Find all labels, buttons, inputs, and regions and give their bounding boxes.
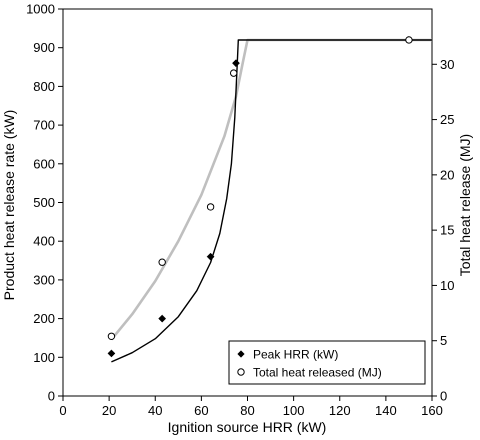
y-tick-label: 300	[33, 272, 55, 287]
legend-box	[228, 340, 426, 385]
plot-area: 0 20 40 60 80 100 120 140 1600100200300400500600…	[26, 2, 454, 419]
x-tick-label: 60	[194, 403, 208, 418]
y2-tick-label: 0	[440, 389, 447, 404]
y-tick-label: 1000	[26, 2, 55, 17]
y2-tick-label: 25	[440, 112, 454, 127]
y-tick-label: 900	[33, 40, 55, 55]
y2-tick-label: 5	[440, 333, 447, 348]
x-tick-label: 160	[421, 403, 443, 418]
y-tick-label: 100	[33, 350, 55, 365]
peak-hrr-point	[206, 252, 215, 261]
total-heat-fit-curve	[110, 38, 432, 341]
legend-peak-hrr-marker	[237, 350, 245, 358]
y-tick-label: 400	[33, 234, 55, 249]
y-tick-label: 200	[33, 311, 55, 326]
y2-tick-label: 30	[440, 57, 454, 72]
y-axis-title: Product heat release rate (kW)	[1, 110, 17, 301]
peak-hrr-point	[107, 349, 116, 358]
plot-frame	[62, 8, 433, 397]
y-tick-label: 0	[48, 389, 55, 404]
total-heat-point	[206, 203, 215, 211]
legend-total-heat-marker	[237, 368, 245, 376]
legend-total-heat-label: Total heat released (MJ)	[253, 366, 382, 380]
y-tick-label: 600	[33, 156, 55, 171]
x-tick-label: 120	[329, 403, 351, 418]
x-tick-label: 140	[375, 403, 397, 418]
legend-peak-hrr-label: Peak HRR (kW)	[253, 348, 338, 362]
x-tick-label: 80	[240, 403, 254, 418]
total-heat-point	[229, 69, 238, 77]
x-tick-label: 0	[59, 403, 66, 418]
peak-hrr-point	[158, 314, 167, 323]
y2-tick-label: 15	[440, 223, 454, 238]
x-tick-label: 100	[283, 403, 305, 418]
peak-hrr-fit-curve	[111, 39, 432, 363]
x-tick-label: 40	[148, 403, 162, 418]
peak-hrr-point	[232, 59, 240, 68]
y2-tick-label: 10	[440, 278, 454, 293]
y-tick-label: 700	[33, 118, 55, 133]
y2-axis-title: Total heat release (MJ)	[457, 134, 473, 276]
x-axis-title: Ignition source HRR (kW)	[168, 419, 327, 435]
total-heat-point	[158, 258, 166, 266]
x-tick-label: 20	[102, 403, 116, 418]
y-tick-label: 800	[33, 79, 55, 94]
y-tick-label: 500	[33, 195, 55, 210]
total-heat-point	[405, 36, 413, 44]
total-heat-point	[107, 332, 116, 340]
y2-tick-label: 20	[440, 167, 454, 182]
